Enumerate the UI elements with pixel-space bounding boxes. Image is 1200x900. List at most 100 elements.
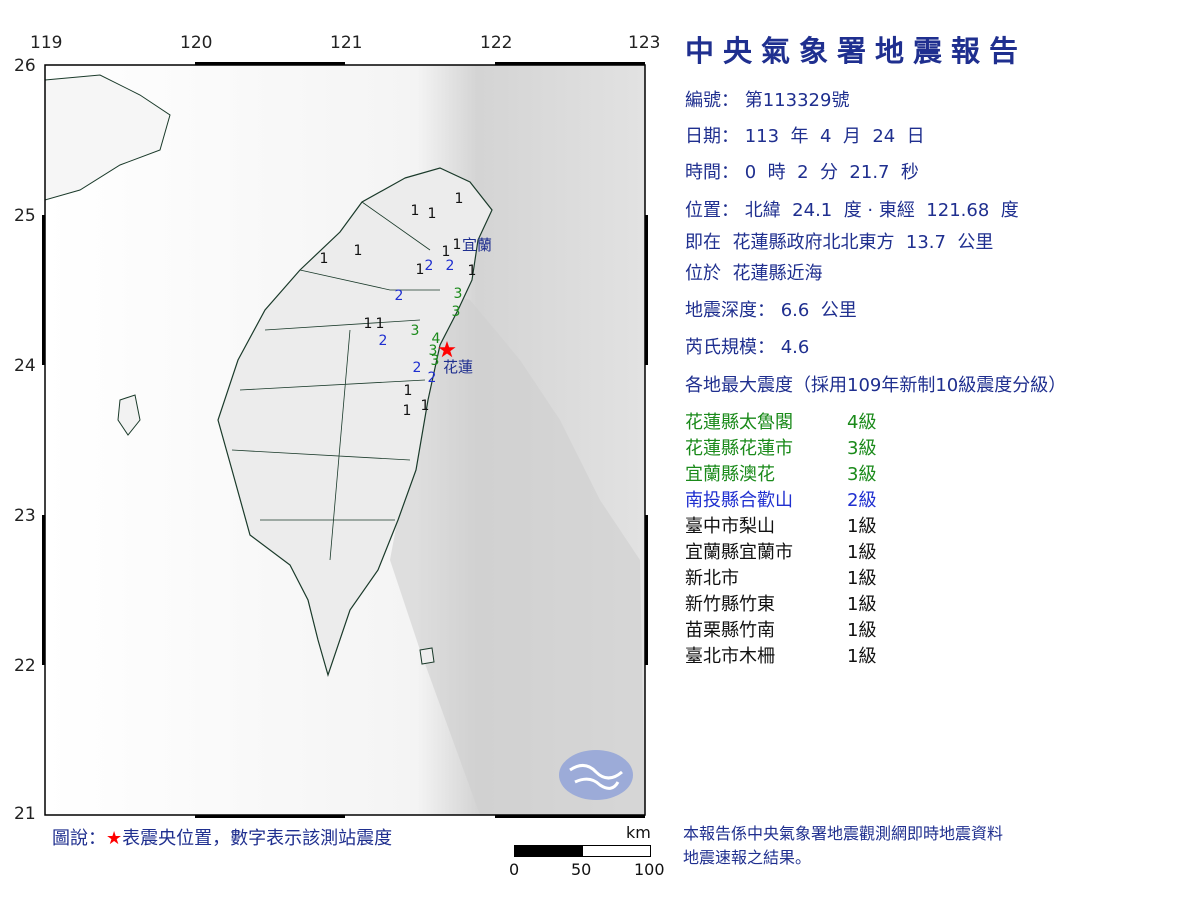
region-label: 位於	[685, 263, 721, 284]
intensity-level: 1級	[847, 594, 877, 615]
station-intensity: 1	[453, 237, 462, 253]
station-intensity: 2	[395, 288, 404, 304]
relative-label: 即在	[685, 232, 721, 253]
lat-tick: 21	[14, 804, 36, 824]
intensity-heading: 各地最大震度（採用109年新制10級震度分級）	[685, 375, 1067, 396]
report-location: 北緯 24.1 度 · 東經 121.68 度	[744, 200, 1019, 221]
report-number: 第113329號	[744, 90, 850, 111]
scale-label: 100	[634, 860, 665, 879]
report-date: 113 年 4 月 24 日	[744, 126, 925, 147]
station-intensity: 1	[411, 203, 420, 219]
time-label: 時間：	[685, 162, 739, 183]
intensity-row: 臺中市梨山 1級	[685, 512, 876, 538]
intensity-place: 宜蘭縣澳花	[685, 464, 775, 485]
scale-bar	[514, 845, 651, 857]
legend-text: 表震央位置，數字表示該測站震度	[122, 828, 393, 849]
report-time: 0 時 2 分 21.7 秒	[744, 162, 919, 183]
number-label: 編號：	[685, 90, 739, 111]
cwa-logo	[559, 750, 633, 800]
lat-tick: 22	[14, 656, 36, 676]
station-intensity: 2	[428, 370, 437, 386]
station-intensity: 1	[468, 263, 477, 279]
lon-tick: 123	[628, 33, 661, 53]
intensity-row: 新竹縣竹東 1級	[685, 590, 876, 616]
station-intensity: 1	[403, 403, 412, 419]
scale-label: 0	[509, 860, 520, 879]
intensity-row: 花蓮縣花蓮市 3級	[685, 434, 876, 460]
station-intensity: 1	[364, 316, 373, 332]
station-intensity: 3	[454, 286, 463, 302]
station-intensity: 1	[455, 191, 464, 207]
intensity-level: 1級	[847, 568, 877, 589]
report-depth: 6.6 公里	[780, 300, 857, 321]
lat-tick: 23	[14, 506, 36, 526]
intensity-place: 南投縣合歡山	[685, 490, 793, 511]
station-intensity: 1	[421, 398, 430, 414]
intensity-place: 苗栗縣竹南	[685, 620, 775, 641]
lat-tick: 25	[14, 206, 36, 226]
station-intensity: 1	[416, 262, 425, 278]
intensity-place: 臺北市木柵	[685, 646, 775, 667]
ocean-ridge	[390, 290, 645, 815]
taiwan-island	[217, 167, 493, 678]
lon-tick: 120	[180, 33, 213, 53]
intensity-row: 宜蘭縣澳花 3級	[685, 460, 876, 486]
intensity-row: 新北市 1級	[685, 564, 876, 590]
intensity-place: 花蓮縣花蓮市	[685, 438, 793, 459]
intensity-place: 臺中市梨山	[685, 516, 775, 537]
penghu-island	[117, 394, 141, 436]
intensity-level: 1級	[847, 646, 877, 667]
station-intensity: 1	[428, 206, 437, 222]
intensity-level: 3級	[847, 438, 877, 459]
lat-tick: 26	[14, 56, 36, 76]
magnitude-label: 芮氏規模：	[685, 337, 775, 358]
station-intensity: 2	[413, 360, 422, 376]
report-magnitude: 4.6	[780, 337, 810, 358]
lat-tick: 24	[14, 356, 36, 376]
report-note: 地震速報之結果。	[683, 848, 812, 867]
china-coast	[44, 74, 171, 201]
city-label-yilan: 宜蘭	[462, 236, 492, 254]
depth-label: 地震深度：	[685, 300, 775, 321]
scale-label: 50	[571, 860, 592, 879]
intensity-place: 新竹縣竹東	[685, 594, 775, 615]
date-label: 日期：	[685, 126, 739, 147]
legend-prefix: 圖說：	[52, 828, 106, 849]
lon-tick: 121	[330, 33, 363, 53]
intensity-level: 2級	[847, 490, 877, 511]
lon-tick: 119	[30, 33, 63, 53]
station-intensity: 3	[411, 323, 420, 339]
map-frame	[44, 64, 646, 816]
intensity-row: 苗栗縣竹南 1級	[685, 616, 876, 642]
station-intensity: 4	[432, 331, 441, 347]
station-intensity: 3	[452, 304, 461, 320]
intensity-level: 1級	[847, 542, 877, 563]
epicenter-star-icon	[438, 341, 456, 358]
intensity-place: 宜蘭縣宜蘭市	[685, 542, 793, 563]
intensity-place: 新北市	[685, 568, 739, 589]
intensity-place: 花蓮縣太魯閣	[685, 412, 793, 433]
station-intensity: 1	[376, 316, 385, 332]
intensity-row: 花蓮縣太魯閣 4級	[685, 408, 876, 434]
county-borders	[231, 201, 440, 561]
intensity-row: 南投縣合歡山 2級	[685, 486, 876, 512]
green-island	[419, 647, 435, 665]
location-label: 位置：	[685, 200, 739, 221]
map-legend: 圖說：★表震央位置，數字表示該測站震度	[52, 824, 392, 850]
report-relative: 花蓮縣政府北北東方 13.7 公里	[732, 232, 994, 253]
report-title: 中央氣象署地震報告	[685, 34, 1028, 68]
station-intensity: 3	[429, 343, 438, 359]
station-intensity: 2	[425, 258, 434, 274]
scale-unit: km	[626, 823, 651, 842]
station-intensity: 1	[354, 243, 363, 259]
station-intensity: 1	[442, 244, 451, 260]
intensity-level: 1級	[847, 516, 877, 537]
station-intensity: 1	[320, 251, 329, 267]
city-label-hualien: 花蓮	[443, 358, 473, 376]
station-intensity: 3	[431, 353, 440, 369]
station-intensity: 1	[404, 383, 413, 399]
intensity-row: 宜蘭縣宜蘭市 1級	[685, 538, 876, 564]
lon-tick: 122	[480, 33, 513, 53]
legend-star-icon: ★	[106, 828, 123, 849]
